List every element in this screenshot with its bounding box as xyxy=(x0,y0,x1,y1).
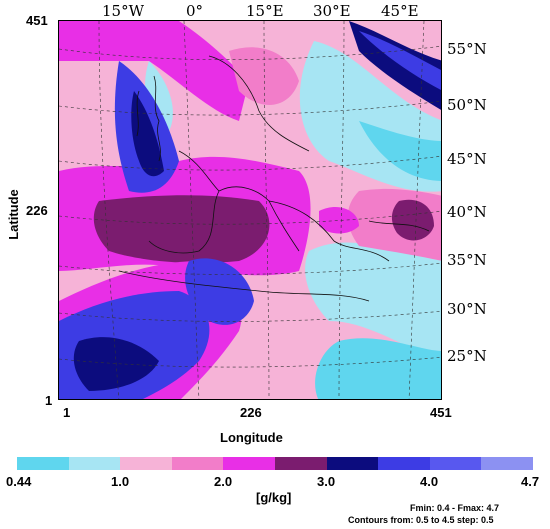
x-axis-title: Longitude xyxy=(220,430,283,445)
y-tick-1: 1 xyxy=(45,393,53,408)
x-tick-226: 226 xyxy=(240,405,262,420)
region-purple-east xyxy=(391,199,434,241)
y-tick-451: 451 xyxy=(26,13,48,28)
colorbar-segment-0 xyxy=(17,457,69,470)
colorbar-segment-9 xyxy=(481,457,533,470)
lat-label-25n: 25°N xyxy=(447,347,487,365)
graticule xyxy=(59,21,441,399)
colorbar-segment-7 xyxy=(378,457,430,470)
map-panel xyxy=(58,20,442,400)
lat-label-40n: 40°N xyxy=(447,203,487,221)
y-tick-226: 226 xyxy=(26,203,48,218)
region-cyan-south xyxy=(315,338,441,399)
lon-label-30e: 30°E xyxy=(313,2,351,20)
colorbar-segment-8 xyxy=(429,457,482,470)
region-blue-africa xyxy=(185,258,254,325)
x-tick-1: 1 xyxy=(63,405,71,420)
region-magenta-aegean xyxy=(319,206,359,234)
lon-label-0: 0° xyxy=(186,2,204,20)
colorbar-tick-2: 2.0 xyxy=(214,474,233,489)
colorbar-tick-1: 1.0 xyxy=(111,474,130,489)
colorbar-segment-1 xyxy=(68,457,121,470)
humidity-field-map xyxy=(59,21,441,399)
colorbar-unit: [g/kg] xyxy=(256,490,292,505)
colorbar-segment-3 xyxy=(171,457,224,470)
colorbar-tick-0: 0.44 xyxy=(6,474,32,489)
lat-label-55n: 55°N xyxy=(447,40,487,58)
y-axis-title: Latitude xyxy=(5,189,21,240)
lon-label-45e: 45°E xyxy=(381,2,419,20)
region-magenta-north xyxy=(59,21,249,121)
minmax-note: Fmin: 0.4 - Fmax: 4.7 xyxy=(410,503,500,513)
colorbar-tick-4: 4.0 xyxy=(420,474,439,489)
contours-note: Contours from: 0.5 to 4.5 step: 0.5 xyxy=(348,515,494,525)
region-cyan xyxy=(359,121,441,181)
colorbar xyxy=(17,457,533,470)
lat-label-50n: 50°N xyxy=(447,96,487,114)
lat-label-35n: 35°N xyxy=(447,251,487,269)
region-darkblue-north-atlantic xyxy=(131,91,164,177)
region-darkblue-northeast xyxy=(349,21,441,110)
colorbar-tick-3: 3.0 xyxy=(317,474,336,489)
region-purple-central xyxy=(93,195,270,263)
colorbar-segment-4 xyxy=(223,457,275,470)
colorbar-tick-5: 4.7 xyxy=(521,474,540,489)
colorbar-segment-5 xyxy=(274,457,327,470)
colorbar-segment-6 xyxy=(326,457,379,470)
region-pink-north xyxy=(229,47,299,105)
lon-label-15w: 15°W xyxy=(102,2,145,20)
lon-label-15e: 15°E xyxy=(246,2,284,20)
colorbar-segment-2 xyxy=(120,457,172,470)
coastlines xyxy=(118,55,430,302)
lat-label-45n: 45°N xyxy=(447,150,487,168)
region-light-cyan-south xyxy=(305,242,441,361)
lat-label-30n: 30°N xyxy=(447,300,487,318)
region-blue-northeast xyxy=(359,31,441,90)
x-tick-451: 451 xyxy=(430,405,452,420)
